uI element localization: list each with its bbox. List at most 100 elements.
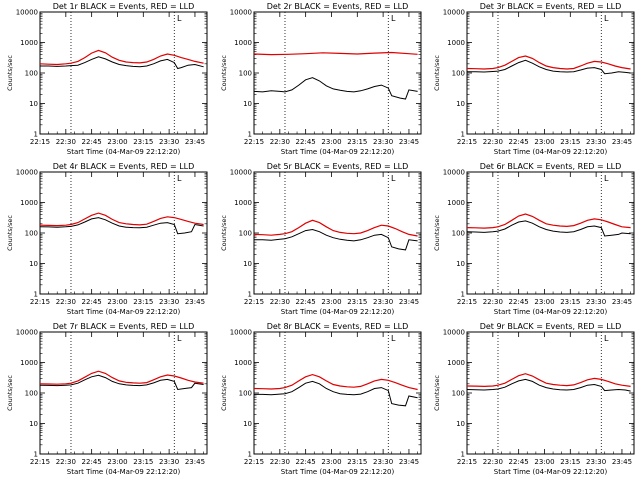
chart-panel-1: Det 1r BLACK = Events, RED = LLD Counts/s… (6, 2, 208, 156)
y-axis-label: Counts/sec (433, 55, 441, 91)
y-tick-label: 100 (25, 230, 38, 238)
x-tick-label: 23:45 (399, 138, 419, 146)
x-tick-label: 23:00 (107, 138, 127, 146)
chart-panel-6: Det 6r BLACK = Events, RED = LLD Counts/s… (433, 162, 635, 316)
x-tick-label: 23:30 (159, 298, 179, 306)
events-series-line (254, 228, 418, 251)
y-tick-label: 1 (248, 451, 252, 459)
x-axis-label: Start Time (04-Mar-09 22:12:20) (281, 468, 395, 476)
y-tick-label: 1000 (447, 199, 465, 207)
x-tick-label: 23:45 (399, 298, 419, 306)
events-series-line (467, 59, 631, 75)
lld-series-line (466, 55, 631, 70)
x-tick-label: 22:30 (483, 298, 503, 306)
x-tick-label: 23:45 (185, 458, 205, 466)
events-series-line (466, 378, 631, 392)
chart-title: Det 5r BLACK = Events, RED = LLD (267, 162, 409, 171)
x-tick-label: 22:15 (244, 138, 264, 146)
x-tick-label: 22:45 (509, 138, 529, 146)
x-tick-label: 23:15 (347, 298, 367, 306)
x-tick-label: 22:15 (244, 458, 264, 466)
y-tick-label: 100 (239, 390, 252, 398)
chart-title: Det 2r BLACK = Events, RED = LLD (267, 2, 409, 11)
x-tick-label: 22:15 (30, 138, 50, 146)
x-tick-label: 23:00 (321, 138, 341, 146)
x-tick-label: 23:00 (321, 298, 341, 306)
legend-marker: L (604, 334, 609, 343)
chart-panel-9: Det 9r BLACK = Events, RED = LLD Counts/s… (433, 322, 635, 476)
x-tick-label: 23:30 (159, 138, 179, 146)
y-tick-label: 100 (25, 70, 38, 78)
x-axis-label: Start Time (04-Mar-09 22:12:20) (494, 308, 608, 316)
x-tick-label: 23:30 (586, 138, 606, 146)
x-tick-label: 22:45 (296, 458, 316, 466)
legend-marker: L (604, 174, 609, 183)
chart-panel-5: Det 5r BLACK = Events, RED = LLD Counts/s… (220, 162, 422, 316)
x-tick-label: 22:45 (82, 298, 102, 306)
y-tick-label: 1000 (20, 199, 38, 207)
y-tick-label: 10000 (16, 169, 38, 177)
x-tick-label: 22:15 (457, 458, 477, 466)
x-axis-label: Start Time (04-Mar-09 22:12:20) (281, 148, 395, 156)
chart-panel-2: Det 2r BLACK = Events, RED = LLD Counts/s… (220, 2, 422, 156)
y-tick-label: 1 (34, 451, 38, 459)
y-tick-label: 10000 (230, 9, 252, 17)
lld-series-line (253, 373, 418, 391)
y-tick-label: 10000 (16, 9, 38, 17)
chart-panel-3: Det 3r BLACK = Events, RED = LLD Counts/s… (433, 2, 635, 156)
x-tick-label: 23:15 (347, 458, 367, 466)
x-axis-label: Start Time (04-Mar-09 22:12:20) (67, 148, 181, 156)
plot-frame (466, 331, 635, 455)
x-tick-label: 22:45 (82, 138, 102, 146)
x-tick-label: 22:45 (296, 138, 316, 146)
x-tick-label: 23:45 (612, 298, 632, 306)
y-tick-label: 100 (239, 230, 252, 238)
y-tick-label: 10000 (443, 169, 465, 177)
legend-marker: L (391, 174, 396, 183)
x-tick-label: 23:45 (185, 298, 205, 306)
y-tick-label: 1000 (20, 359, 38, 367)
y-tick-label: 1000 (20, 39, 38, 47)
x-tick-label: 23:15 (133, 298, 153, 306)
x-tick-label: 23:30 (159, 458, 179, 466)
y-tick-label: 1 (461, 131, 465, 139)
lld-series-line (466, 373, 631, 388)
y-tick-label: 10 (456, 420, 465, 428)
y-axis-label: Counts/sec (433, 375, 441, 411)
lld-series-line (39, 212, 204, 227)
x-tick-label: 23:00 (321, 458, 341, 466)
y-axis-label: Counts/sec (220, 55, 228, 91)
legend-marker: L (177, 174, 182, 183)
y-tick-label: 1 (34, 131, 38, 139)
y-tick-label: 10 (456, 100, 465, 108)
x-tick-label: 23:00 (534, 138, 554, 146)
lld-series-line (253, 219, 418, 237)
legend-marker: L (177, 14, 182, 23)
lld-series-line (253, 51, 418, 56)
y-tick-label: 10 (243, 420, 252, 428)
y-tick-label: 10000 (230, 329, 252, 337)
chart-title: Det 9r BLACK = Events, RED = LLD (480, 322, 622, 331)
x-tick-label: 23:45 (612, 138, 632, 146)
x-axis-label: Start Time (04-Mar-09 22:12:20) (67, 308, 181, 316)
y-tick-label: 1 (34, 291, 38, 299)
x-tick-label: 22:15 (244, 298, 264, 306)
x-tick-label: 23:45 (612, 458, 632, 466)
y-tick-label: 10000 (16, 329, 38, 337)
y-tick-label: 1 (248, 291, 252, 299)
x-tick-label: 23:00 (107, 458, 127, 466)
x-tick-label: 22:45 (82, 458, 102, 466)
y-tick-label: 100 (239, 70, 252, 78)
y-tick-label: 100 (452, 70, 465, 78)
x-tick-label: 22:45 (509, 298, 529, 306)
x-tick-label: 22:15 (457, 298, 477, 306)
x-axis-label: Start Time (04-Mar-09 22:12:20) (494, 468, 608, 476)
chart-panel-7: Det 7r BLACK = Events, RED = LLD Counts/s… (6, 322, 208, 476)
x-tick-label: 22:30 (56, 298, 76, 306)
x-tick-label: 23:15 (133, 138, 153, 146)
y-tick-label: 10 (29, 260, 38, 268)
legend-marker: L (391, 14, 396, 23)
x-tick-label: 22:30 (270, 138, 290, 146)
y-tick-label: 1000 (447, 39, 465, 47)
x-tick-label: 23:45 (185, 138, 205, 146)
